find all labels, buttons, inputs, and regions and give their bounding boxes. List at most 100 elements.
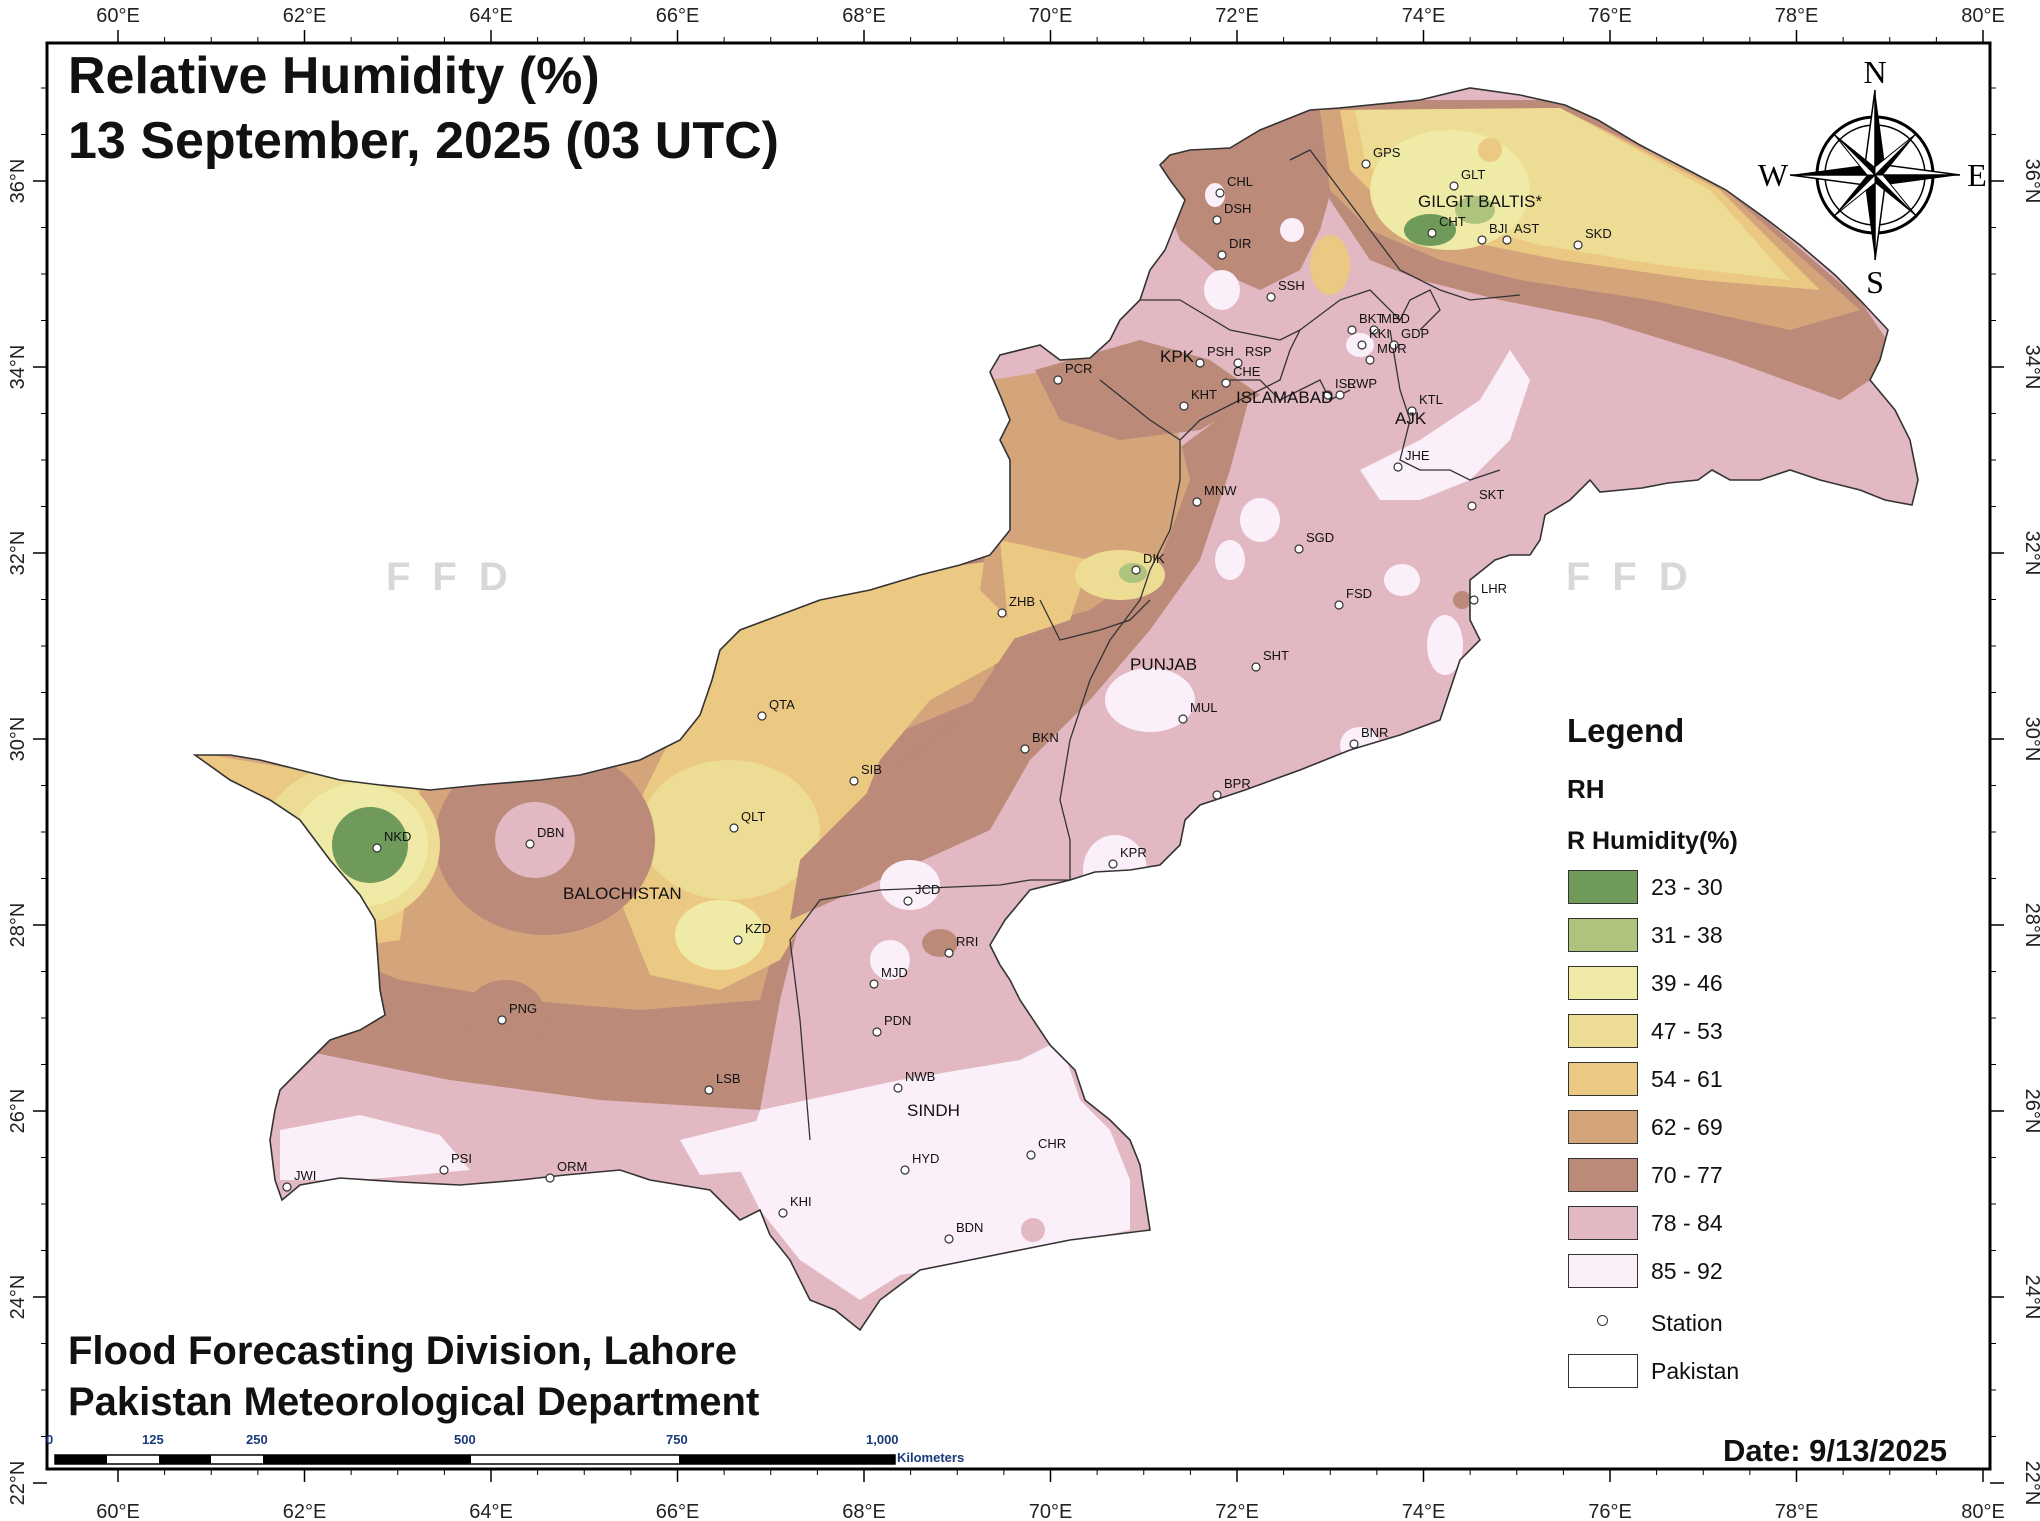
map-frame xyxy=(45,41,1992,1471)
station-label-psh: PSH xyxy=(1207,344,1234,359)
legend-class-0: 23 - 30 xyxy=(1567,868,1867,906)
station-marker-hyd xyxy=(900,1165,910,1175)
graticule-ticks: 60°E 60°E 62°E 62°E 64°E 64°E 66°E 66°E 68°E 68°E… xyxy=(7,5,2040,1521)
station-marker-ast xyxy=(1502,235,1512,245)
legend-swatch xyxy=(1568,1062,1638,1096)
legend-layer: RH xyxy=(1567,774,1605,804)
station-label-kht: KHT xyxy=(1191,387,1217,402)
legend-swatch xyxy=(1568,1206,1638,1240)
station-label-dik: DIK xyxy=(1143,551,1165,566)
station-label-psi: PSI xyxy=(451,1151,472,1166)
station-label-lsb: LSB xyxy=(716,1071,741,1086)
x-tick-label: 80°E xyxy=(1961,5,2005,27)
station-label-lhr: LHR xyxy=(1481,581,1507,596)
station-marker-qlt xyxy=(729,823,739,833)
station-marker-rsp xyxy=(1233,358,1243,368)
station-marker-qta xyxy=(757,711,767,721)
scale-label: 1,000 xyxy=(866,1432,899,1447)
x-tick-label: 68°E xyxy=(842,1501,886,1521)
station-label-chr: CHR xyxy=(1038,1136,1066,1151)
station-marker-dik xyxy=(1131,565,1141,575)
legend-class-label: 62 - 69 xyxy=(1651,1114,1723,1140)
map-title: Relative Humidity (%) xyxy=(68,47,600,105)
legend-title: Legend xyxy=(1567,712,1685,749)
region-label-islamabad: ISLAMABAD xyxy=(1236,388,1333,407)
station-label-bkn: BKN xyxy=(1032,730,1059,745)
station-label-ast: AST xyxy=(1514,221,1539,236)
station-marker-sgd xyxy=(1294,544,1304,554)
station-marker-kki xyxy=(1357,340,1367,350)
station-label-dir: DIR xyxy=(1229,236,1251,251)
station-marker-bkn xyxy=(1020,744,1030,754)
x-tick-label: 64°E xyxy=(469,5,513,27)
y-tick-label: 34°N xyxy=(7,345,29,390)
station-marker-chr xyxy=(1026,1150,1036,1160)
station-marker-psi xyxy=(439,1165,449,1175)
legend-station-label: Station xyxy=(1651,1310,1723,1336)
station-label-khi: KHI xyxy=(790,1194,812,1209)
legend-boundary-label: Pakistan xyxy=(1651,1358,1740,1384)
station-label-sib: SIB xyxy=(861,762,882,777)
station-label-qta: QTA xyxy=(769,697,795,712)
legend-class-3: 47 - 53 xyxy=(1567,1012,1867,1050)
station-marker-dbn xyxy=(525,839,535,849)
scale-bar xyxy=(54,1454,896,1465)
station-symbol-icon xyxy=(1597,1315,1608,1326)
station-label-qlt: QLT xyxy=(741,809,765,824)
station-marker-pdn xyxy=(872,1027,882,1037)
station-marker-lsb xyxy=(704,1085,714,1095)
station-marker-lhr xyxy=(1469,595,1479,605)
x-tick-label: 74°E xyxy=(1402,1501,1446,1521)
station-label-mbd: MBD xyxy=(1381,311,1410,326)
station-label-cht: CHT xyxy=(1439,214,1466,229)
station-label-jcd: JCD xyxy=(915,882,940,897)
station-label-bkt: BKT xyxy=(1359,311,1384,326)
watermark-right: FFD xyxy=(1566,555,1710,599)
station-marker-bpr xyxy=(1212,790,1222,800)
station-marker-rwp xyxy=(1335,390,1345,400)
station-label-fsd: FSD xyxy=(1346,586,1372,601)
scale-label: 250 xyxy=(246,1432,268,1447)
x-tick-label: 72°E xyxy=(1215,1501,1259,1521)
footer-division: Flood Forecasting Division, Lahore xyxy=(68,1329,737,1373)
station-label-kki: KKI xyxy=(1369,326,1390,341)
footer-department: Pakistan Meteorological Department xyxy=(68,1380,760,1424)
station-marker-nwb xyxy=(893,1083,903,1093)
x-tick-label: 80°E xyxy=(1961,1501,2005,1521)
x-tick-label: 60°E xyxy=(96,5,140,27)
station-label-mul: MUL xyxy=(1190,700,1217,715)
station-marker-sib xyxy=(849,776,859,786)
x-tick-label: 66°E xyxy=(656,5,700,27)
station-marker-jcd xyxy=(903,896,913,906)
y-tick-label: 30°N xyxy=(2021,717,2040,762)
province-boundaries xyxy=(789,149,1521,1141)
station-label-chl: CHL xyxy=(1227,174,1253,189)
scale-unit: Kilometers xyxy=(897,1450,965,1465)
legend-swatch xyxy=(1568,966,1638,1000)
station-marker-kpr xyxy=(1108,859,1118,869)
legend-class-label: 47 - 53 xyxy=(1651,1018,1723,1044)
station-marker-mnw xyxy=(1192,497,1202,507)
region-label-balochistan: BALOCHISTAN xyxy=(563,884,682,903)
station-marker-jhe xyxy=(1393,462,1403,472)
compass-south-label: S xyxy=(1866,264,1884,300)
y-tick-label: 22°N xyxy=(7,1461,29,1506)
station-marker-kht xyxy=(1179,401,1189,411)
station-label-kpr: KPR xyxy=(1120,845,1147,860)
y-tick-label: 26°N xyxy=(2021,1089,2040,1134)
x-tick-label: 78°E xyxy=(1775,5,1819,27)
x-tick-label: 72°E xyxy=(1215,5,1259,27)
station-marker-fsd xyxy=(1334,600,1344,610)
station-label-bdn: BDN xyxy=(956,1220,983,1235)
station-label-gdp: GDP xyxy=(1401,326,1429,341)
station-label-zhb: ZHB xyxy=(1009,594,1035,609)
compass-west-label: W xyxy=(1758,157,1789,193)
station-marker-skd xyxy=(1573,240,1583,250)
station-label-jwi: JWI xyxy=(294,1168,316,1183)
legend-swatch xyxy=(1568,918,1638,952)
legend-class-6: 70 - 77 xyxy=(1567,1156,1867,1194)
y-tick-label: 24°N xyxy=(7,1275,29,1320)
station-marker-psh xyxy=(1195,358,1205,368)
